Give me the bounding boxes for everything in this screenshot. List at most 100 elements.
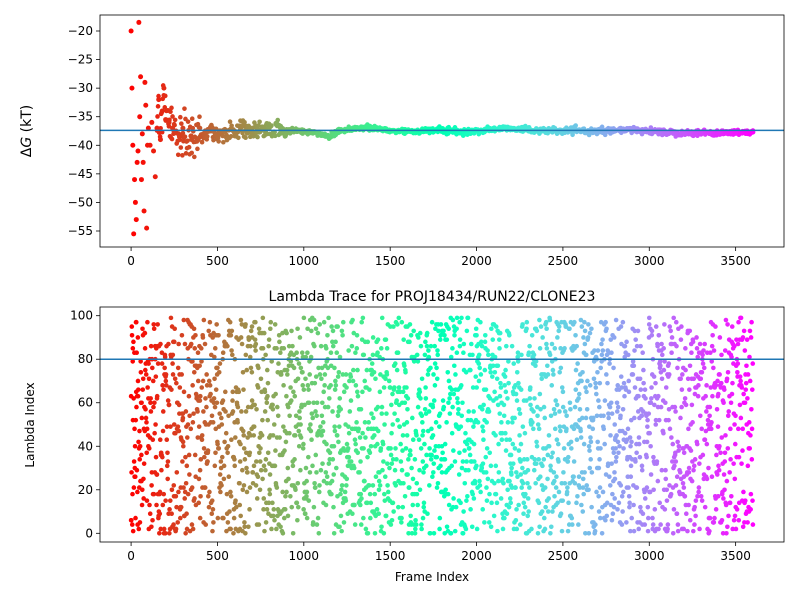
lambda-point	[147, 511, 153, 517]
lambda-point	[324, 474, 330, 480]
lambda-point	[556, 328, 562, 334]
lambda-point	[656, 332, 662, 338]
lambda-point	[251, 424, 257, 429]
lambda-point	[610, 491, 615, 497]
dg-point	[179, 121, 184, 126]
lambda-point	[549, 454, 554, 460]
lambda-point	[658, 404, 664, 410]
lambda-point	[507, 496, 513, 501]
lambda-point	[714, 406, 720, 412]
lambda-point	[144, 426, 150, 432]
lambda-point	[638, 504, 643, 510]
lambda-point	[537, 317, 542, 323]
lambda-point	[259, 433, 265, 438]
lambda-point	[426, 409, 432, 414]
x-tick-label: 0	[127, 549, 135, 563]
lambda-point	[398, 441, 403, 447]
lambda-point	[230, 389, 236, 395]
lambda-point	[496, 441, 501, 447]
lambda-point	[313, 452, 319, 458]
lambda-point	[373, 376, 378, 382]
lambda-point	[381, 530, 387, 536]
lambda-point	[454, 326, 459, 332]
dg-point	[189, 137, 195, 143]
lambda-point	[742, 498, 748, 503]
lambda-point	[276, 361, 281, 366]
lambda-point	[388, 452, 394, 458]
lambda-point	[515, 474, 520, 480]
lambda-point	[651, 454, 656, 460]
lambda-point	[220, 350, 226, 355]
lambda-point	[300, 369, 305, 375]
lambda-point	[192, 346, 198, 351]
lambda-point	[311, 400, 316, 406]
lambda-point	[160, 428, 166, 434]
lambda-point	[732, 513, 738, 519]
lambda-point	[662, 507, 668, 512]
lambda-point	[578, 428, 583, 434]
lambda-point	[429, 426, 434, 432]
lambda-point	[224, 491, 230, 497]
lambda-point	[557, 409, 562, 414]
lambda-point	[183, 480, 189, 486]
lambda-point	[171, 483, 177, 488]
lambda-point	[197, 467, 203, 473]
lambda-point	[678, 376, 684, 382]
lambda-point	[429, 319, 435, 325]
y-tick-label: −45	[68, 167, 93, 181]
lambda-point	[422, 352, 428, 358]
lambda-point	[502, 374, 508, 379]
lambda-point	[521, 500, 527, 506]
lambda-point	[505, 487, 510, 493]
lambda-point	[750, 498, 755, 503]
lambda-point	[510, 420, 515, 425]
lambda-point	[131, 459, 137, 464]
lambda-point	[544, 326, 549, 332]
dg-point	[142, 79, 148, 85]
lambda-point	[724, 376, 730, 382]
lambda-point	[711, 365, 716, 371]
lambda-point	[240, 428, 246, 434]
lambda-point	[432, 448, 437, 453]
lambda-point	[649, 332, 655, 338]
lambda-point	[698, 494, 704, 499]
lambda-point	[553, 485, 559, 490]
lambda-point	[529, 332, 535, 338]
lambda-point	[415, 404, 421, 410]
lambda-point	[434, 376, 440, 382]
lambda-point	[379, 315, 385, 321]
lambda-point	[400, 504, 406, 510]
lambda-point	[672, 404, 678, 410]
lambda-point	[583, 352, 589, 358]
lambda-point	[308, 422, 313, 427]
lambda-point	[366, 420, 372, 425]
lambda-point	[552, 346, 558, 351]
lambda-point	[667, 483, 672, 488]
lambda-point	[503, 367, 508, 373]
dg-point	[175, 152, 181, 158]
lambda-point	[232, 457, 237, 462]
lambda-point	[362, 420, 368, 425]
lambda-point	[332, 387, 338, 392]
lambda-point	[653, 417, 659, 423]
lambda-point	[252, 337, 258, 342]
lambda-point	[372, 491, 378, 497]
lambda-point	[455, 396, 460, 401]
lambda-point	[643, 396, 648, 401]
lambda-point	[638, 343, 643, 349]
lambda-point	[466, 467, 471, 473]
lambda-point	[315, 330, 321, 336]
lambda-point	[228, 526, 233, 532]
lambda-point	[354, 420, 359, 425]
lambda-point	[632, 328, 638, 334]
lambda-point	[532, 396, 537, 401]
lambda-point	[301, 387, 307, 392]
lambda-point	[631, 502, 636, 508]
lambda-point	[571, 426, 577, 432]
lambda-point	[728, 426, 733, 432]
lambda-point	[264, 507, 270, 512]
lambda-point	[524, 398, 529, 403]
lambda-point	[709, 474, 715, 480]
lambda-point	[455, 400, 461, 406]
lambda-point	[265, 417, 271, 423]
